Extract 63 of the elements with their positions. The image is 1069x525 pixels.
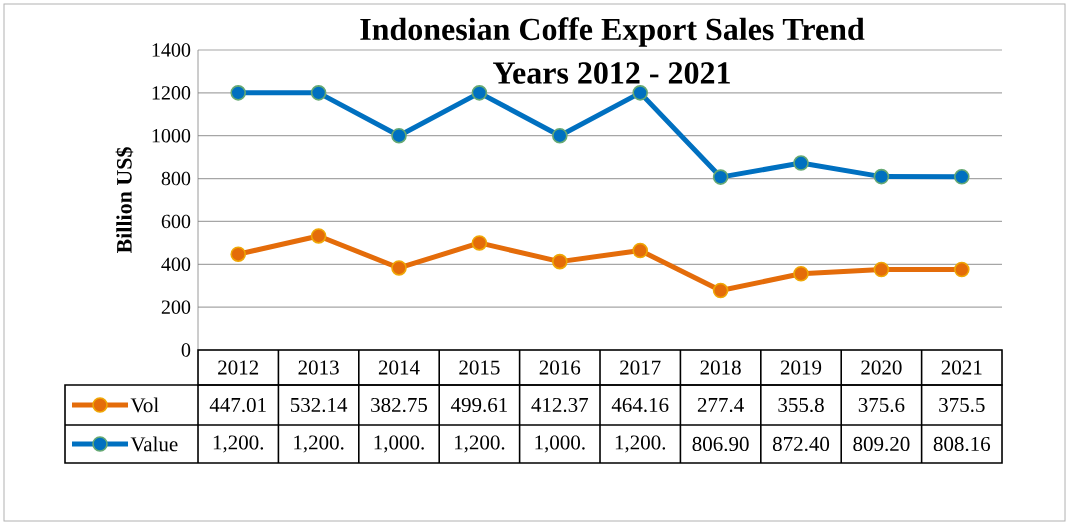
point — [793, 265, 809, 282]
data-label: 532.14 — [290, 397, 348, 413]
data-label: 412.37 — [531, 397, 589, 413]
point — [552, 253, 568, 270]
data-label: 808.16 — [933, 436, 991, 452]
y-tick-label: 800 — [161, 171, 191, 186]
point — [712, 169, 729, 185]
point — [391, 260, 407, 276]
legend-label: Vol — [130, 397, 159, 413]
data-label: 355.8 — [778, 397, 824, 413]
point — [230, 85, 247, 101]
point — [310, 85, 327, 101]
data-label: 375.6 — [858, 397, 905, 413]
data-label: 447.01 — [209, 397, 266, 413]
data-label: 1,200. — [294, 435, 344, 453]
chart-subtitle: Years 2012 - 2021 — [493, 62, 730, 84]
y-tick-label: 400 — [161, 257, 191, 272]
x-tick-label: 2021 — [941, 360, 982, 375]
data-label: 1,200. — [615, 435, 666, 453]
data-label: 1,200. — [455, 435, 505, 453]
y-tick-label: 0 — [181, 343, 191, 357]
x-tick-label: 2013 — [298, 360, 339, 375]
data-label: 1,200. — [213, 435, 264, 453]
point — [471, 235, 488, 251]
point — [954, 261, 970, 278]
x-tick-label: 2015 — [459, 360, 500, 375]
point — [230, 246, 247, 263]
chart-title: Indonesian Coffe Export Sales Trend — [360, 17, 865, 47]
data-label: 375.5 — [939, 397, 985, 413]
data-label: 277.4 — [697, 397, 744, 413]
y-tick-label: 1200 — [152, 86, 191, 100]
point — [552, 127, 568, 144]
legend-label: Value — [130, 436, 178, 452]
point — [712, 282, 729, 299]
point — [632, 242, 648, 259]
data-label: 1,000. — [374, 435, 424, 453]
point — [873, 261, 890, 278]
point — [471, 85, 488, 101]
x-tick-label: 2012 — [218, 360, 259, 375]
data-label: 382.75 — [371, 397, 428, 413]
point — [632, 85, 648, 101]
data-label: 809.20 — [853, 436, 910, 452]
data-label: 499.61 — [450, 397, 508, 413]
point — [793, 155, 809, 171]
point — [310, 228, 327, 244]
y-tick-label: 1000 — [152, 128, 191, 143]
x-tick-label: 2014 — [378, 360, 420, 375]
y-tick-label: 1400 — [152, 43, 191, 57]
y-tick-label: 600 — [161, 214, 191, 229]
x-tick-label: 2017 — [620, 360, 661, 375]
y-axis-title: Billion US$ — [115, 147, 134, 254]
data-label: 872.40 — [772, 436, 830, 452]
x-tick-label: 2019 — [780, 360, 822, 375]
x-tick-label: 2018 — [700, 360, 741, 375]
y-tick-label: 200 — [161, 300, 191, 314]
data-label: 806.90 — [692, 436, 749, 452]
data-label: 1,000. — [535, 435, 585, 453]
point — [954, 169, 970, 185]
point — [873, 168, 890, 185]
x-tick-label: 2020 — [861, 360, 902, 375]
point — [391, 127, 407, 144]
data-label: 464.16 — [611, 397, 669, 413]
x-tick-label: 2016 — [539, 360, 581, 375]
